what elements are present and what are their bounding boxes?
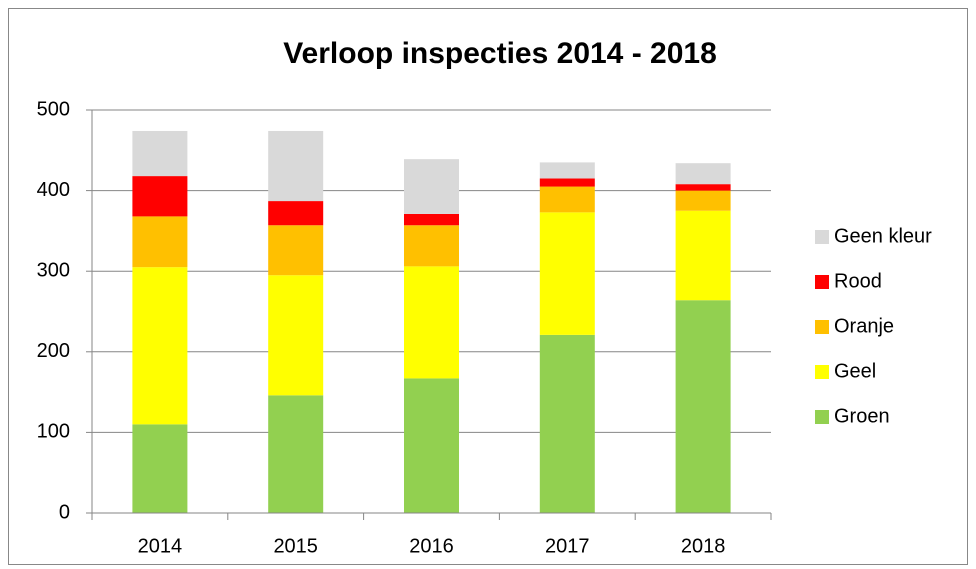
legend-label: Geen kleur (834, 225, 932, 247)
legend-swatch (815, 230, 829, 244)
bar-segment (675, 184, 731, 191)
bar-segment (675, 210, 731, 301)
bar-segment (404, 213, 459, 226)
bar-segment (132, 216, 188, 268)
bar-segment (268, 225, 324, 276)
bar-segment (268, 130, 324, 202)
bar-segment (539, 178, 595, 187)
bar-segment (539, 334, 595, 513)
legend-swatch (815, 365, 829, 379)
x-tick-label: 2015 (273, 535, 318, 557)
chart-title: Verloop inspecties 2014 - 2018 (283, 37, 717, 70)
bar-segment (404, 159, 459, 214)
bar-segment (539, 162, 595, 179)
bar-segment (132, 424, 188, 513)
bar-segment (675, 163, 731, 185)
legend-swatch (815, 410, 829, 424)
bar-segment (268, 201, 324, 226)
y-tick-label: 0 (59, 501, 70, 523)
bar-segment (675, 190, 731, 211)
bar-segment (404, 378, 459, 513)
bar-segment (404, 266, 459, 379)
x-tick-label: 2018 (681, 535, 726, 557)
y-tick-label: 200 (37, 340, 70, 362)
legend-label: Geel (834, 360, 876, 382)
y-tick-label: 400 (37, 179, 70, 201)
y-tick-label: 300 (37, 259, 70, 281)
x-tick-label: 2016 (409, 535, 454, 557)
x-tick-label: 2017 (545, 535, 590, 557)
bar-segment (539, 212, 595, 335)
y-tick-label: 100 (37, 421, 70, 443)
legend-label: Groen (834, 405, 890, 427)
bar-segment (132, 176, 188, 217)
bar-segment (268, 395, 324, 513)
bar-segment (132, 267, 188, 425)
bar-segment (132, 130, 188, 177)
bar-segment (675, 300, 731, 513)
legend-label: Oranje (834, 315, 894, 337)
legend-swatch (815, 320, 829, 334)
bar-segment (268, 275, 324, 396)
bar-segment (404, 225, 459, 267)
legend-label: Rood (834, 270, 882, 292)
bar-segment (539, 186, 595, 213)
legend-swatch (815, 275, 829, 289)
x-tick-label: 2014 (138, 535, 183, 557)
y-tick-label: 500 (37, 98, 70, 120)
